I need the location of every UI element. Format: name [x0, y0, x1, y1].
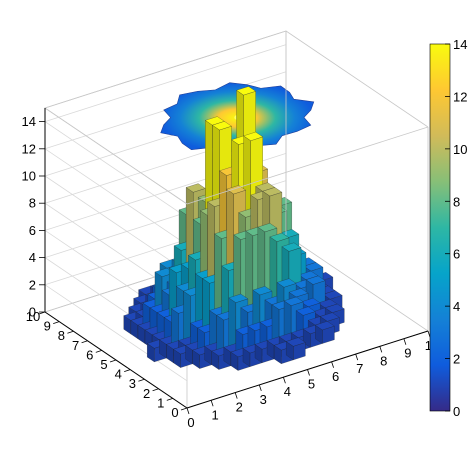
colorbar-tick-label: 0 — [453, 404, 460, 419]
y-tick-label: 4 — [115, 367, 122, 382]
colorbar: 0 2 4 6 8 10 12 14 — [429, 37, 467, 419]
bar-top — [262, 187, 283, 197]
bar-top — [324, 303, 345, 313]
colorbar-scale — [429, 43, 451, 412]
colorbar-tick-label: 12 — [453, 89, 467, 104]
x-tick-label: 6 — [332, 369, 339, 384]
bar-top — [300, 297, 321, 307]
axis-labels: 01234567891001234567891002468101214 — [22, 114, 440, 430]
y-tick — [95, 350, 102, 353]
lego-bar — [285, 337, 306, 361]
x-tick-label: 4 — [284, 384, 291, 399]
bar-top — [314, 321, 335, 331]
x-tick — [210, 400, 214, 407]
colorbar-tick-label: 8 — [453, 194, 460, 209]
x-tick — [186, 407, 190, 415]
y-tick — [180, 407, 188, 411]
colorbar-tick-label: 2 — [453, 352, 460, 367]
y-tick — [138, 378, 145, 382]
colorbar-tick-label: 6 — [453, 247, 460, 262]
x-tick — [427, 330, 431, 338]
bar-top — [283, 296, 304, 306]
x-tick-label: 5 — [308, 377, 315, 392]
y-tick — [152, 388, 159, 392]
z-tick-label: 0 — [29, 305, 36, 320]
x-tick-label: 9 — [404, 346, 411, 361]
bar-top — [185, 183, 206, 193]
lego-bars — [123, 86, 345, 371]
z-tick-label: 12 — [22, 141, 36, 156]
y-tick-label: 5 — [100, 357, 107, 372]
bar-top — [228, 293, 249, 303]
y-tick — [81, 340, 88, 344]
bar-top — [276, 278, 297, 288]
x-tick-label: 1 — [211, 407, 218, 422]
x-tick — [258, 384, 262, 392]
z-tick-label: 4 — [29, 250, 36, 265]
bar-top — [303, 262, 324, 272]
bar-top — [257, 223, 278, 233]
x-tick-label: 8 — [380, 353, 387, 368]
x-tick-label: 0 — [187, 415, 194, 430]
y-tick-label: 6 — [86, 347, 93, 362]
x-tick-label: 3 — [260, 392, 267, 407]
frame-edge — [44, 30, 287, 109]
frame-edge — [285, 30, 429, 128]
bar-top — [295, 306, 316, 316]
y-tick-label: 0 — [171, 405, 178, 420]
colorbar-tick-label: 10 — [453, 142, 467, 157]
x-tick — [379, 346, 383, 353]
bar-top — [322, 290, 343, 300]
x-tick — [355, 353, 359, 361]
y-tick-label: 3 — [129, 376, 136, 391]
y-tick — [53, 321, 60, 324]
z-tick-label: 2 — [29, 277, 36, 292]
bar-top — [269, 232, 290, 242]
y-tick-label: 7 — [72, 338, 79, 353]
x-tick — [234, 392, 238, 399]
y-tick-label: 2 — [143, 386, 150, 401]
x-tick — [331, 361, 334, 368]
y-tick — [124, 369, 131, 372]
z-tick-label: 8 — [29, 196, 36, 211]
colorbar-tick-label: 4 — [453, 299, 460, 314]
x-tick-label: 2 — [236, 400, 243, 415]
x-tick — [307, 369, 310, 376]
lego-bar — [314, 321, 335, 344]
x-tick-label: 7 — [356, 361, 363, 376]
y-tick-label: 1 — [157, 395, 164, 410]
z-tick-label: 6 — [29, 223, 36, 238]
bar-top — [288, 288, 309, 298]
z-tick-label: 14 — [22, 114, 36, 129]
bar-top — [285, 337, 306, 347]
bar-top — [243, 131, 264, 141]
y-tick-label: 9 — [44, 319, 51, 334]
x-tick — [283, 377, 286, 384]
x-tick — [403, 338, 407, 345]
y-tick — [109, 359, 117, 363]
colorbar-tick-label: 14 — [453, 37, 467, 52]
y-tick — [166, 398, 173, 401]
y-tick-label: 8 — [58, 328, 65, 343]
y-tick — [67, 330, 74, 334]
bar-top — [319, 312, 340, 322]
frame-edge — [186, 126, 429, 205]
bar-top — [252, 286, 273, 296]
bar-top — [212, 121, 232, 131]
z-tick-label: 10 — [22, 169, 36, 184]
frame-edge — [44, 107, 188, 205]
bar-top — [305, 275, 326, 285]
y-tick-label: 10 — [26, 309, 40, 324]
bar-top — [281, 242, 302, 252]
bar-top — [236, 86, 256, 96]
